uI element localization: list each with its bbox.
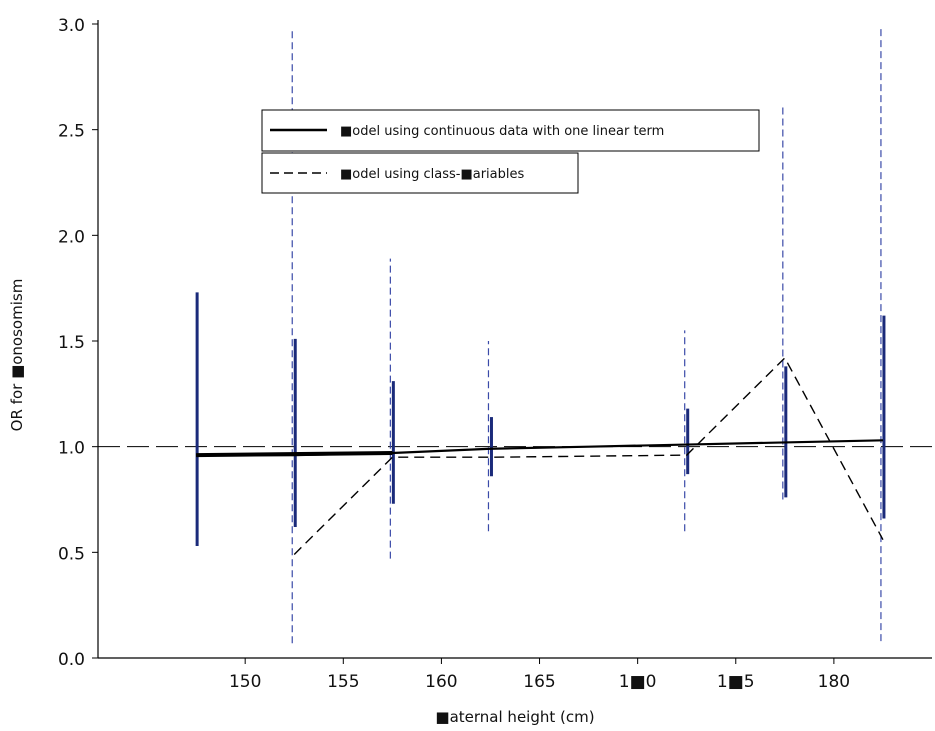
legend: ■odel using continuous data with one lin…: [261, 109, 760, 194]
y-tick-label: 1.5: [58, 333, 85, 353]
x-tick-label: 180: [818, 672, 850, 692]
x-tick-label: 1■5: [717, 672, 755, 692]
series-line-continuous-bold: [196, 451, 393, 458]
x-axis-label: ■aternal height (cm): [435, 708, 594, 726]
series-line-class: [293, 356, 884, 555]
x-tick-label: 1■0: [619, 672, 657, 692]
axes-layer: 0.0 0.5 1.0 1.5 2.0 2.5 3.0 150 155 160 165 1■0 1■5 1…: [58, 16, 932, 692]
x-tick-label: 160: [425, 672, 457, 692]
y-tick-label: 2.5: [58, 122, 85, 142]
y-tick-label: 3.0: [58, 16, 85, 36]
y-tick-label: 0.0: [58, 650, 85, 670]
y-axis-label: OR for ■onosomism: [8, 279, 26, 432]
x-tick-label: 155: [327, 672, 359, 692]
y-tick-label: 2.0: [58, 227, 85, 247]
series-layer: [196, 356, 884, 555]
legend-box-1: [261, 109, 760, 152]
legend-label-class: ■odel using class-■ariables: [340, 167, 524, 182]
legend-label-continuous: ■odel using continuous data with one lin…: [340, 124, 664, 139]
y-tick-label: 1.0: [58, 439, 85, 459]
y-tick-label: 0.5: [58, 544, 85, 564]
x-tick-label: 150: [229, 672, 261, 692]
x-tick-label: 165: [523, 672, 555, 692]
